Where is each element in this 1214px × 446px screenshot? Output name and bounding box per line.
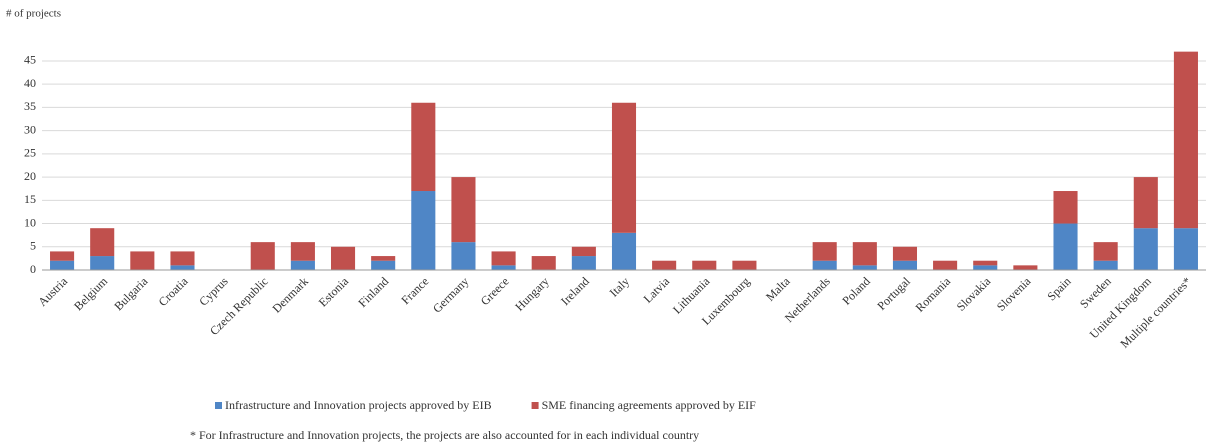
legend-swatch: [215, 402, 222, 409]
bar-segment: [531, 256, 556, 270]
bar-segment: [250, 242, 275, 270]
y-tick-label: 35: [24, 99, 36, 113]
bar-segment: [451, 177, 476, 243]
y-tick-label: 0: [30, 262, 36, 276]
bar-segment: [812, 242, 837, 261]
bar-segment: [170, 265, 195, 270]
y-tick-label: 15: [24, 192, 36, 206]
x-tick-label: Slovakia: [954, 274, 994, 314]
y-tick-label: 40: [24, 76, 36, 90]
x-tick-label: Germany: [430, 274, 471, 315]
y-tick-label: 10: [24, 215, 36, 229]
x-tick-label: France: [398, 274, 431, 307]
x-tick-label: Multiple countries*: [1117, 274, 1194, 351]
bar-segment: [892, 260, 918, 270]
bar-segment: [130, 251, 155, 270]
bar-segment: [1093, 242, 1118, 261]
bar-segment: [1013, 265, 1038, 270]
bar-segment: [652, 260, 677, 270]
legend-label: SME financing agreements approved by EIF: [542, 398, 757, 412]
x-tick-label: Austria: [35, 274, 70, 309]
bar-segment: [892, 246, 918, 261]
bar-segment: [371, 260, 396, 270]
x-tick-label: Slovenia: [994, 274, 1034, 314]
bar-segment: [1173, 228, 1198, 270]
bar-segment: [1053, 223, 1078, 270]
x-tick-label: Poland: [839, 274, 872, 307]
y-tick-label: 30: [24, 122, 36, 136]
bar-segment: [812, 260, 837, 270]
bar-segment: [1133, 228, 1158, 270]
bar-segment: [1053, 191, 1078, 224]
x-tick-label: Spain: [1044, 274, 1073, 303]
x-tick-label: Estonia: [316, 274, 352, 310]
legend-label: Infrastructure and Innovation projects a…: [225, 398, 492, 412]
y-axis-label: # of projects: [6, 8, 61, 20]
x-tick-label: Belgium: [71, 274, 111, 314]
bar-segment: [170, 251, 195, 266]
legend-swatch: [531, 402, 539, 409]
x-tick-label: Ireland: [558, 274, 592, 308]
bar-segment: [50, 260, 75, 270]
x-tick-label: Cyprus: [196, 274, 231, 309]
y-tick-label: 25: [24, 146, 36, 160]
bar-segment: [290, 260, 315, 270]
bar-segment: [330, 246, 356, 270]
bar-segment: [90, 228, 115, 257]
bar-segment: [411, 102, 436, 192]
y-tick-label: 20: [24, 169, 36, 183]
bar-segment: [933, 260, 958, 270]
bar-segment: [973, 260, 998, 266]
bar-segment: [611, 102, 637, 233]
bar-segment: [852, 265, 877, 270]
bar-segment: [1133, 177, 1158, 229]
bar-segment: [491, 265, 516, 270]
bar-segment: [571, 246, 596, 257]
x-tick-label: Denmark: [269, 274, 310, 315]
bar-segment: [571, 256, 596, 270]
bar-segment: [852, 242, 877, 266]
y-tick-label: 5: [30, 239, 36, 253]
bar-segment: [732, 260, 757, 270]
x-tick-label: Latvia: [641, 274, 673, 306]
x-tick-label: Croatia: [156, 274, 191, 309]
bar-segment: [90, 256, 115, 270]
bar-segment: [371, 256, 396, 261]
x-tick-label: Romania: [913, 274, 954, 315]
y-tick-label: 45: [24, 53, 36, 67]
bar-segment: [611, 232, 637, 270]
x-tick-label: Finland: [355, 274, 391, 310]
x-tick-label: Sweden: [1077, 274, 1114, 311]
x-tick-label: Hungary: [512, 274, 552, 314]
bar-segment: [1093, 260, 1118, 270]
bar-segment: [692, 260, 717, 270]
x-tick-label: Greece: [478, 274, 512, 308]
x-tick-label: Bulgaria: [111, 274, 151, 314]
x-tick-label: Portugal: [874, 274, 913, 313]
x-tick-label: Italy: [607, 274, 632, 299]
footnote: * For Infrastructure and Innovation proj…: [190, 428, 699, 442]
bar-segment: [491, 251, 516, 266]
x-tick-label: Malta: [763, 274, 793, 304]
bar-segment: [973, 265, 998, 270]
bar-segment: [1173, 51, 1198, 229]
bar-segment: [411, 191, 436, 270]
bar-segment: [290, 242, 315, 261]
bar-segment: [451, 242, 476, 270]
bar-segment: [50, 251, 75, 261]
